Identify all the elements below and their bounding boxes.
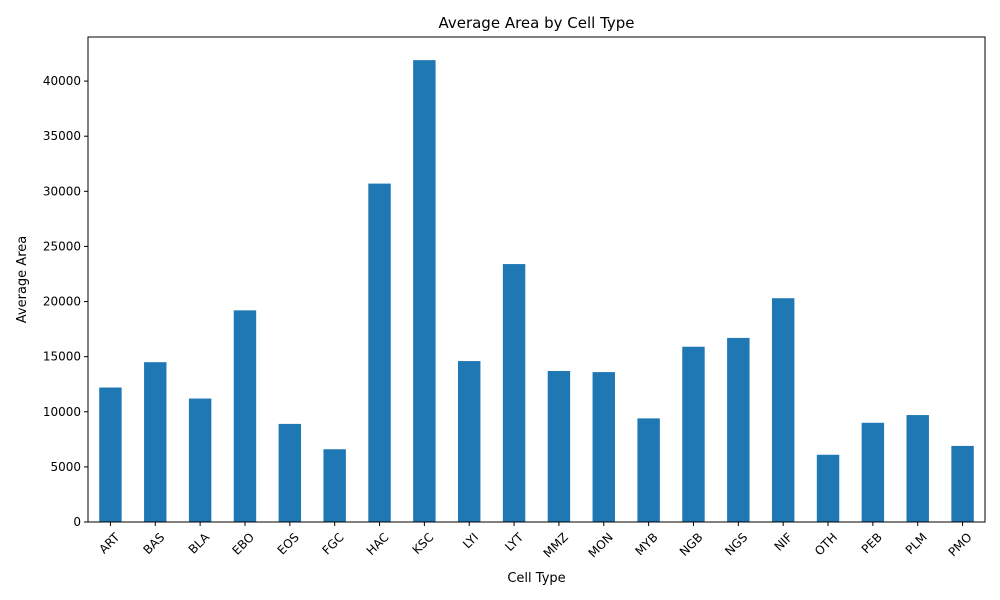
x-tick-label: KSC — [410, 530, 437, 557]
x-tick-label: NIF — [772, 530, 796, 554]
x-tick-label: MMZ — [541, 530, 571, 560]
x-tick-label: PLM — [903, 530, 930, 557]
y-tick-label: 10000 — [43, 405, 81, 419]
bar-fgc — [323, 449, 346, 522]
x-tick-label: EBO — [229, 530, 257, 558]
y-axis: 0 5000 10000 15000 20000 25000 30000 35000 40000 — [43, 74, 88, 529]
bar-peb — [861, 422, 885, 522]
bar-lyi — [458, 361, 481, 522]
x-tick-label: MYB — [632, 530, 660, 558]
y-tick-label: 40000 — [43, 74, 81, 88]
x-tick-label: EOS — [275, 530, 302, 557]
bar-hac — [368, 183, 391, 522]
bar-eos — [278, 423, 302, 522]
bar-myb — [637, 418, 660, 522]
bar-mmz — [547, 370, 571, 522]
bar-oth — [816, 454, 840, 522]
bar-lyt — [502, 264, 526, 522]
bar-bla — [188, 398, 212, 522]
x-tick-label: MON — [586, 530, 616, 560]
x-tick-label: PMO — [946, 530, 975, 559]
x-tick-label: LYT — [502, 530, 526, 554]
bar-mon — [592, 372, 615, 522]
x-tick-label: FGC — [319, 530, 346, 557]
x-tick-label: NGS — [722, 530, 750, 558]
bar-ngb — [682, 346, 705, 522]
y-tick-label: 0 — [73, 515, 81, 529]
y-tick-label: 30000 — [43, 184, 81, 198]
x-tick-label: BLA — [186, 530, 213, 557]
x-tick-label: BAS — [140, 530, 167, 557]
y-tick-label: 20000 — [43, 295, 81, 309]
x-axis-label: Cell Type — [507, 571, 565, 586]
x-tick-label: ART — [96, 530, 123, 557]
y-tick-label: 35000 — [43, 129, 81, 143]
x-tick-label: LYI — [460, 530, 481, 551]
x-tick-label: HAC — [364, 530, 392, 558]
bar-art — [99, 387, 122, 522]
bar-plm — [906, 415, 929, 522]
bar-nif — [771, 298, 795, 522]
y-tick-label: 25000 — [43, 239, 81, 253]
bar-pmo — [951, 445, 974, 522]
chart-title: Average Area by Cell Type — [438, 14, 634, 32]
plot-frame — [87, 36, 986, 523]
bar-ngs — [727, 337, 750, 522]
x-tick-label: OTH — [812, 530, 840, 558]
bar-ksc — [413, 60, 436, 522]
bars-group — [99, 60, 974, 522]
y-tick-label: 5000 — [50, 460, 81, 474]
x-tick-label: PEB — [859, 530, 885, 556]
bar-bas — [144, 362, 167, 522]
y-tick-label: 15000 — [43, 350, 81, 364]
bar-ebo — [233, 310, 257, 522]
x-tick-label: NGB — [677, 530, 706, 559]
x-axis: ART BAS BLA EBO EOS FGC HAC KSC LYI LYT MMZ MON MYB N… — [96, 522, 975, 561]
y-axis-label: Average Area — [15, 236, 30, 323]
